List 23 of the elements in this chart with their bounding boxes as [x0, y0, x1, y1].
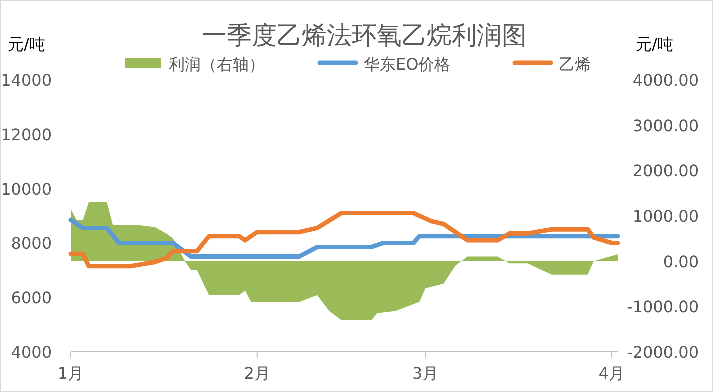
y-tick-label: 8000 [11, 234, 52, 254]
y2-tick-label: 4000.00 [632, 71, 699, 90]
y2-tick-label: -2000.00 [627, 343, 699, 362]
y2-tick-label: 1000.00 [632, 207, 699, 226]
y-axis-title: 元/吨 [8, 35, 46, 54]
x-tick-label: 4月 [598, 364, 626, 383]
y-tick-label: 6000 [11, 288, 52, 308]
y2-tick-label: 3000.00 [632, 116, 699, 136]
y-tick-label: 14000 [1, 71, 52, 90]
y-tick-label: 4000 [11, 343, 52, 362]
legend-label: 利润（右轴） [169, 55, 265, 74]
y-tick-label: 10000 [1, 180, 52, 199]
y2-tick-label: 0.00 [663, 252, 699, 272]
y2-tick-label: -1000.00 [627, 298, 699, 317]
y2-tick-label: 2000.00 [632, 162, 699, 181]
x-tick-label: 1月 [58, 364, 84, 383]
x-tick-label: 2月 [244, 364, 270, 383]
chart-title: 一季度乙烯法环氧乙烷利润图 [202, 21, 527, 50]
y-tick-label: 12000 [1, 125, 52, 144]
legend-label: 乙烯 [559, 55, 591, 74]
y2-axis-title: 元/吨 [636, 35, 674, 54]
legend-label: 华东EO价格 [364, 55, 451, 74]
x-tick-label: 3月 [412, 364, 439, 383]
